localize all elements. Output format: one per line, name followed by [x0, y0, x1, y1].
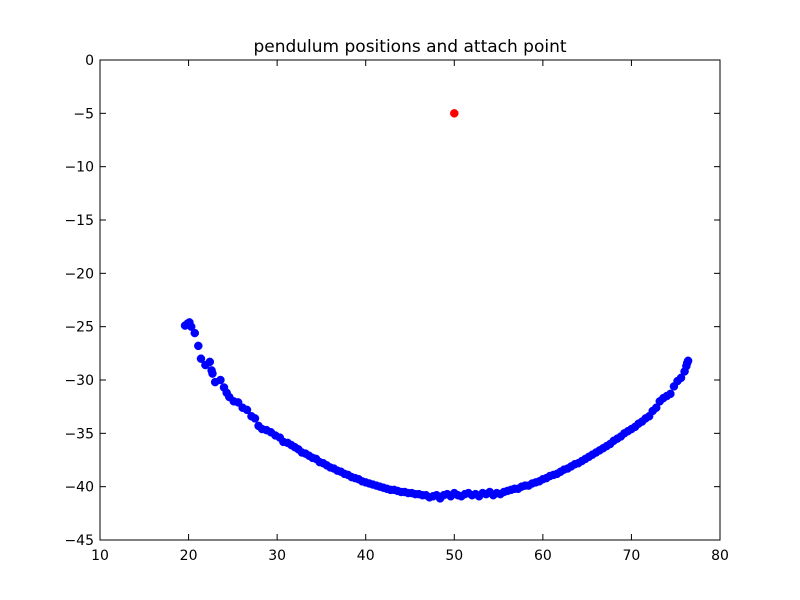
- pendulum-position-point: [242, 405, 252, 415]
- y-tick-label: 0: [85, 53, 94, 69]
- pendulum-position-point: [194, 341, 203, 351]
- y-tick-label: −25: [64, 320, 94, 336]
- pendulum-position-point: [208, 369, 217, 378]
- pendulum-position-point: [190, 328, 200, 338]
- x-tick-label: 20: [180, 548, 198, 564]
- pendulum-position-point: [186, 322, 196, 331]
- y-tick-label: −20: [64, 266, 94, 282]
- x-tick-label: 40: [357, 548, 375, 564]
- pendulum-position-point: [216, 375, 225, 385]
- pendulum-position-point: [676, 373, 686, 383]
- tick-labels-layer: 10 20 30 40 50 60 70 80 0 −5 −10 −15 −20 −25 −30 −35 −40…: [64, 53, 728, 564]
- pendulum-position-point: [196, 354, 206, 363]
- x-tick-label: 10: [91, 548, 109, 564]
- attach-point: [450, 109, 459, 118]
- x-tick-label: 60: [534, 548, 552, 564]
- y-tick-label: −15: [64, 213, 94, 229]
- y-tick-label: −10: [64, 160, 94, 176]
- x-tick-label: 80: [711, 548, 729, 564]
- pendulum-position-point: [651, 403, 661, 412]
- y-tick-label: −40: [64, 480, 94, 496]
- y-tick-label: −5: [73, 106, 94, 122]
- x-tick-label: 70: [623, 548, 641, 564]
- plot-frame: [99, 59, 721, 541]
- x-tick-label: 50: [445, 548, 463, 564]
- x-tick-label: 30: [268, 548, 286, 564]
- y-tick-label: −35: [64, 426, 94, 442]
- pendulum-position-point: [250, 414, 260, 423]
- pendulum-position-point: [683, 356, 693, 366]
- chart-title: pendulum positions and attach point: [253, 37, 566, 57]
- pendulum-position-point: [666, 389, 675, 399]
- y-tick-label: −45: [64, 533, 94, 549]
- ticks-layer: [99, 59, 721, 541]
- pendulum-position-point: [205, 357, 215, 367]
- y-tick-label: −30: [64, 373, 94, 389]
- points-layer: [180, 109, 693, 503]
